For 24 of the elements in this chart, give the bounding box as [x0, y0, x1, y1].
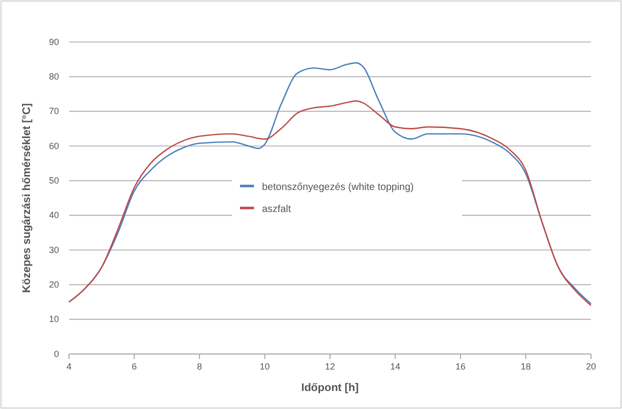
x-tick-label: 4 [66, 361, 72, 372]
y-tick-label: 0 [54, 348, 59, 359]
y-tick-label: 70 [48, 106, 59, 116]
x-tick-label: 16 [455, 361, 466, 372]
y-axis-title: Közepes sugárzási hőmérséklet [°C] [21, 102, 33, 293]
y-tick-label: 50 [48, 176, 59, 186]
y-tick-label: 80 [48, 72, 59, 82]
x-tick-label: 18 [520, 361, 531, 372]
x-axis-title: Időpont [h] [301, 382, 360, 394]
y-tick-label: 30 [48, 244, 59, 255]
x-tick-label: 12 [324, 361, 336, 372]
y-tick-label: 40 [48, 210, 59, 220]
x-tick-label: 6 [132, 361, 137, 372]
x-tick-label: 20 [586, 361, 596, 372]
x-tick-label: 8 [196, 361, 202, 372]
x-tick-label: 14 [390, 361, 400, 372]
legend-label: betonszőnyegezés (white topping) [262, 182, 414, 193]
y-tick-label: 10 [48, 314, 59, 324]
y-tick-label: 90 [48, 36, 59, 47]
line-series [68, 100, 592, 306]
legend-label: aszfalt [262, 204, 292, 215]
x-tick-label: 10 [260, 361, 270, 372]
y-tick-label: 60 [48, 140, 59, 151]
y-tick-label: 20 [48, 280, 59, 290]
